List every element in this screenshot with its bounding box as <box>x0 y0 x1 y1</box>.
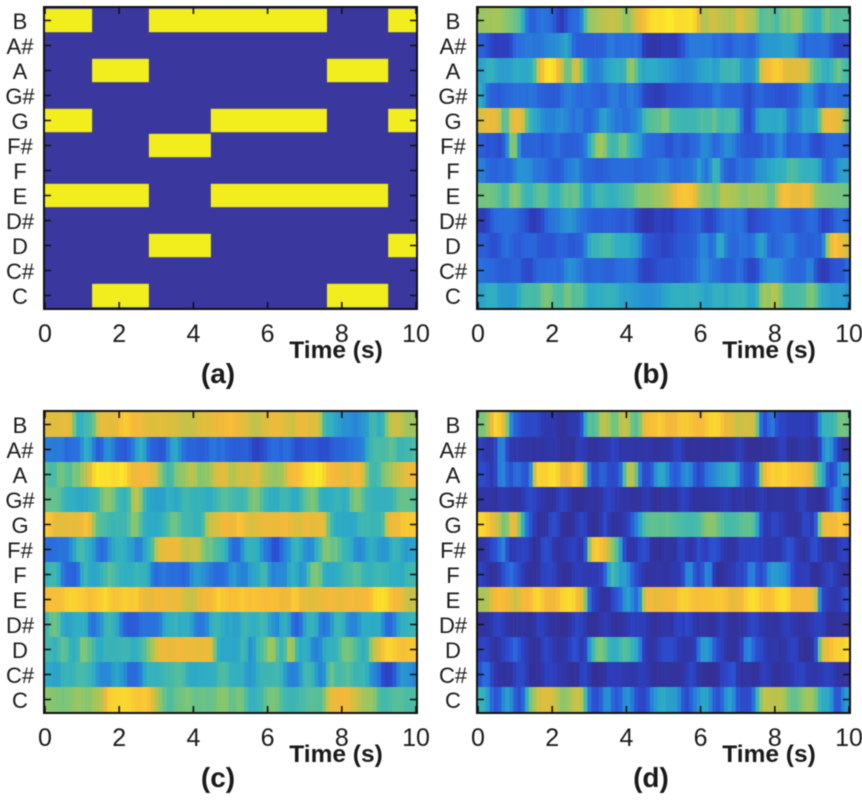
svg-text:(b): (b) <box>633 358 669 389</box>
svg-text:Time (s): Time (s) <box>289 337 383 364</box>
svg-text:A: A <box>446 463 461 488</box>
svg-text:A#: A# <box>7 34 35 59</box>
svg-text:10: 10 <box>402 320 430 348</box>
svg-text:6: 6 <box>694 320 708 348</box>
svg-text:8: 8 <box>768 320 782 348</box>
svg-text:E: E <box>13 588 28 613</box>
svg-text:G: G <box>11 513 28 538</box>
svg-text:C#: C# <box>439 663 468 688</box>
svg-text:0: 0 <box>38 724 52 752</box>
svg-text:F#: F# <box>7 134 33 159</box>
svg-text:A: A <box>13 463 28 488</box>
svg-text:F#: F# <box>440 538 466 563</box>
svg-text:C: C <box>445 284 461 309</box>
svg-text:4: 4 <box>186 724 200 752</box>
svg-text:E: E <box>13 184 28 209</box>
svg-text:Time (s): Time (s) <box>722 741 816 768</box>
svg-text:E: E <box>446 588 461 613</box>
svg-text:F: F <box>13 563 26 588</box>
svg-text:C: C <box>12 284 28 309</box>
svg-text:(a): (a) <box>201 358 235 389</box>
svg-text:F: F <box>13 159 26 184</box>
svg-text:C: C <box>445 688 461 713</box>
svg-text:B: B <box>13 413 28 438</box>
svg-text:4: 4 <box>619 320 633 348</box>
svg-text:0: 0 <box>471 724 485 752</box>
svg-text:F#: F# <box>440 134 466 159</box>
svg-text:C: C <box>12 688 28 713</box>
svg-text:G#: G# <box>438 488 468 513</box>
svg-text:8: 8 <box>335 320 349 348</box>
svg-text:6: 6 <box>261 724 275 752</box>
svg-text:10: 10 <box>402 724 430 752</box>
svg-text:A: A <box>13 59 28 84</box>
svg-text:A#: A# <box>7 438 35 463</box>
svg-text:B: B <box>446 413 461 438</box>
svg-text:G: G <box>444 513 461 538</box>
svg-text:2: 2 <box>112 724 126 752</box>
svg-text:6: 6 <box>694 724 708 752</box>
svg-text:10: 10 <box>835 320 862 348</box>
svg-text:G#: G# <box>5 84 35 109</box>
svg-text:G: G <box>444 109 461 134</box>
svg-text:F#: F# <box>7 538 33 563</box>
svg-text:D: D <box>12 234 28 259</box>
svg-text:F: F <box>446 159 459 184</box>
svg-text:C#: C# <box>6 259 35 284</box>
svg-text:10: 10 <box>835 724 862 752</box>
svg-text:C#: C# <box>439 259 468 284</box>
svg-text:D#: D# <box>439 613 468 638</box>
svg-text:D: D <box>12 638 28 663</box>
svg-text:B: B <box>13 9 28 34</box>
svg-text:C#: C# <box>6 663 35 688</box>
svg-text:D: D <box>445 234 461 259</box>
svg-text:A#: A# <box>440 438 468 463</box>
svg-text:B: B <box>446 9 461 34</box>
svg-text:F: F <box>446 563 459 588</box>
svg-text:G#: G# <box>5 488 35 513</box>
svg-text:2: 2 <box>112 320 126 348</box>
svg-text:0: 0 <box>38 320 52 348</box>
svg-text:A: A <box>446 59 461 84</box>
svg-text:2: 2 <box>545 724 559 752</box>
svg-text:4: 4 <box>619 724 633 752</box>
svg-text:6: 6 <box>261 320 275 348</box>
svg-text:D#: D# <box>439 209 468 234</box>
svg-text:D: D <box>445 638 461 663</box>
svg-text:8: 8 <box>335 724 349 752</box>
svg-text:G: G <box>11 109 28 134</box>
svg-text:2: 2 <box>545 320 559 348</box>
svg-text:4: 4 <box>186 320 200 348</box>
svg-text:Time (s): Time (s) <box>289 741 383 768</box>
svg-text:(c): (c) <box>201 762 235 793</box>
svg-text:D#: D# <box>6 613 35 638</box>
svg-text:E: E <box>446 184 461 209</box>
svg-text:Time (s): Time (s) <box>722 337 816 364</box>
svg-text:A#: A# <box>440 34 468 59</box>
svg-text:(d): (d) <box>633 762 669 793</box>
svg-text:D#: D# <box>6 209 35 234</box>
svg-text:G#: G# <box>438 84 468 109</box>
svg-text:8: 8 <box>768 724 782 752</box>
svg-text:0: 0 <box>471 320 485 348</box>
